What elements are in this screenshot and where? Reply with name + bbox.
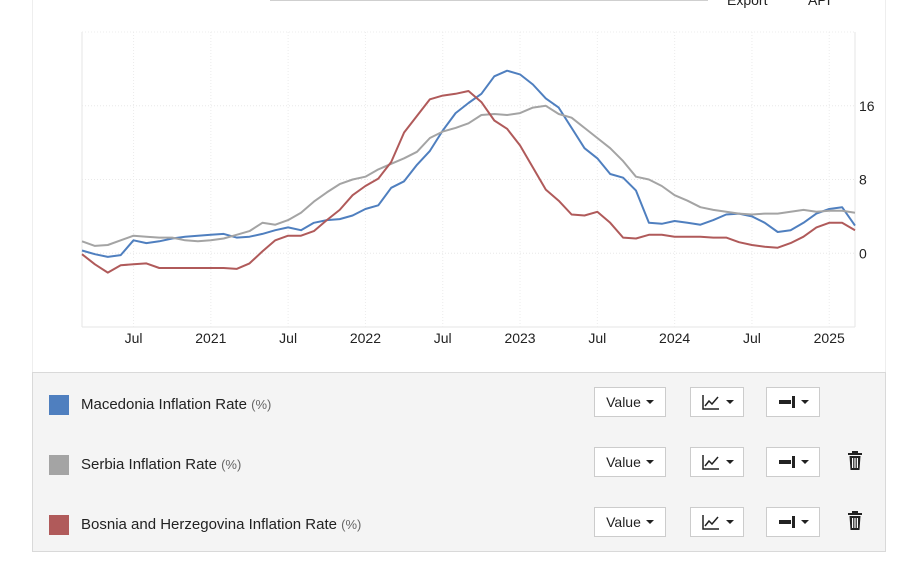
- grid-lines: [81, 31, 856, 328]
- trash-icon[interactable]: [847, 511, 863, 531]
- series-line-1: [81, 104, 856, 247]
- value-dropdown-label: Value: [606, 394, 641, 410]
- axis-position-icon: [778, 516, 795, 528]
- value-dropdown-button[interactable]: Value: [594, 447, 666, 477]
- series-lines: [81, 69, 856, 274]
- legend-row-bosnia: Bosnia and Herzegovina Inflation Rate (%…: [33, 493, 885, 553]
- caret-down-icon: [645, 460, 654, 464]
- y-axis-ticks: 0 8 16: [859, 98, 875, 262]
- x-tick-label: Jul: [588, 330, 606, 346]
- caret-down-icon: [645, 520, 654, 524]
- value-dropdown-button[interactable]: Value: [594, 507, 666, 537]
- series-unit: (%): [221, 457, 242, 472]
- series-color-swatch: [49, 515, 69, 535]
- caret-down-icon: [725, 460, 734, 464]
- legend-panel: Macedonia Inflation Rate (%) Value Serbi…: [32, 372, 886, 552]
- axis-position-icon: [778, 456, 795, 468]
- export-link[interactable]: Export: [727, 0, 768, 8]
- series-name-label: Bosnia and Herzegovina Inflation Rate (%…: [81, 516, 361, 533]
- x-tick-label: Jul: [434, 330, 452, 346]
- line-chart-icon: [701, 455, 719, 470]
- x-tick-label: Jul: [125, 330, 143, 346]
- caret-down-icon: [725, 520, 734, 524]
- line-chart-icon: [701, 395, 719, 410]
- x-tick-label: 2022: [350, 330, 381, 346]
- axis-position-dropdown-button[interactable]: [766, 447, 820, 477]
- inflation-line-chart: Jul 2021 Jul 2022 Jul 2023 Jul 2024 Jul 2025 0 8 16: [81, 31, 875, 346]
- caret-down-icon: [800, 460, 809, 464]
- y-tick-label: 0: [859, 245, 867, 261]
- search-bar-edge: [270, 0, 708, 1]
- legend-row-serbia: Serbia Inflation Rate (%) Value: [33, 433, 885, 493]
- axis-position-icon: [778, 396, 795, 408]
- series-name-text: Serbia Inflation Rate: [81, 456, 217, 473]
- x-tick-label: 2024: [659, 330, 690, 346]
- series-color-swatch: [49, 395, 69, 415]
- x-tick-label: 2025: [814, 330, 845, 346]
- series-line-0: [81, 69, 856, 258]
- y-tick-label: 16: [859, 98, 875, 114]
- series-unit: (%): [341, 517, 362, 532]
- chart-type-dropdown-button[interactable]: [690, 387, 744, 417]
- caret-down-icon: [800, 520, 809, 524]
- series-name-label: Macedonia Inflation Rate (%): [81, 396, 271, 413]
- chart-frame: [32, 0, 886, 372]
- series-name-text: Macedonia Inflation Rate: [81, 396, 247, 413]
- legend-row-macedonia: Macedonia Inflation Rate (%) Value: [33, 373, 885, 433]
- x-tick-label: Jul: [279, 330, 297, 346]
- chart-type-dropdown-button[interactable]: [690, 507, 744, 537]
- series-name-text: Bosnia and Herzegovina Inflation Rate: [81, 516, 337, 533]
- axis-position-dropdown-button[interactable]: [766, 387, 820, 417]
- y-tick-label: 8: [859, 172, 867, 188]
- series-color-swatch: [49, 455, 69, 475]
- x-tick-label: 2021: [195, 330, 226, 346]
- x-tick-label: Jul: [743, 330, 761, 346]
- caret-down-icon: [725, 400, 734, 404]
- value-dropdown-label: Value: [606, 514, 641, 530]
- value-dropdown-button[interactable]: Value: [594, 387, 666, 417]
- chart-type-dropdown-button[interactable]: [690, 447, 744, 477]
- trash-icon[interactable]: [847, 451, 863, 471]
- caret-down-icon: [800, 400, 809, 404]
- series-unit: (%): [251, 397, 272, 412]
- series-line-2: [81, 90, 856, 274]
- caret-down-icon: [645, 400, 654, 404]
- line-chart-icon: [701, 515, 719, 530]
- x-tick-label: 2023: [504, 330, 535, 346]
- series-name-label: Serbia Inflation Rate (%): [81, 456, 241, 473]
- api-link[interactable]: API: [808, 0, 831, 8]
- x-axis-ticks: Jul 2021 Jul 2022 Jul 2023 Jul 2024 Jul 2025: [125, 330, 845, 346]
- value-dropdown-label: Value: [606, 454, 641, 470]
- axis-position-dropdown-button[interactable]: [766, 507, 820, 537]
